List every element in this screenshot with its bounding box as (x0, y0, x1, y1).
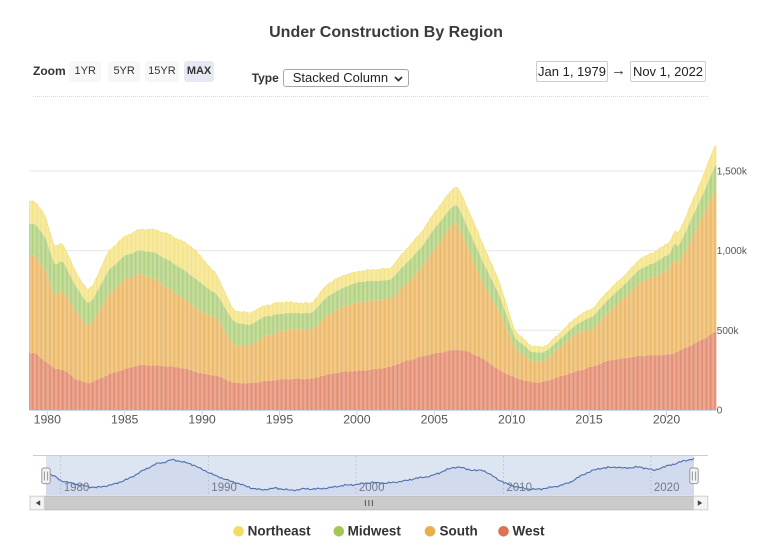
svg-text:1985: 1985 (111, 413, 139, 427)
svg-text:2005: 2005 (421, 413, 449, 427)
svg-text:2020: 2020 (654, 482, 680, 494)
svg-text:2000: 2000 (343, 413, 371, 427)
svg-text:2010: 2010 (498, 413, 526, 427)
svg-text:2020: 2020 (653, 413, 681, 427)
svg-text:1995: 1995 (266, 413, 294, 427)
svg-text:Midwest: Midwest (348, 524, 402, 539)
svg-text:Northeast: Northeast (248, 524, 312, 539)
svg-text:1980: 1980 (64, 482, 90, 494)
svg-text:2015: 2015 (575, 413, 603, 427)
svg-text:2010: 2010 (506, 482, 532, 494)
svg-text:1990: 1990 (188, 413, 216, 427)
svg-text:0: 0 (717, 406, 723, 417)
svg-text:West: West (513, 524, 546, 539)
svg-text:500k: 500k (717, 326, 740, 337)
svg-text:South: South (440, 524, 478, 539)
svg-text:1,000k: 1,000k (717, 246, 748, 257)
svg-text:1990: 1990 (211, 482, 237, 494)
svg-text:1,500k: 1,500k (717, 167, 748, 178)
svg-text:2000: 2000 (359, 482, 385, 494)
svg-text:1980: 1980 (34, 413, 62, 427)
